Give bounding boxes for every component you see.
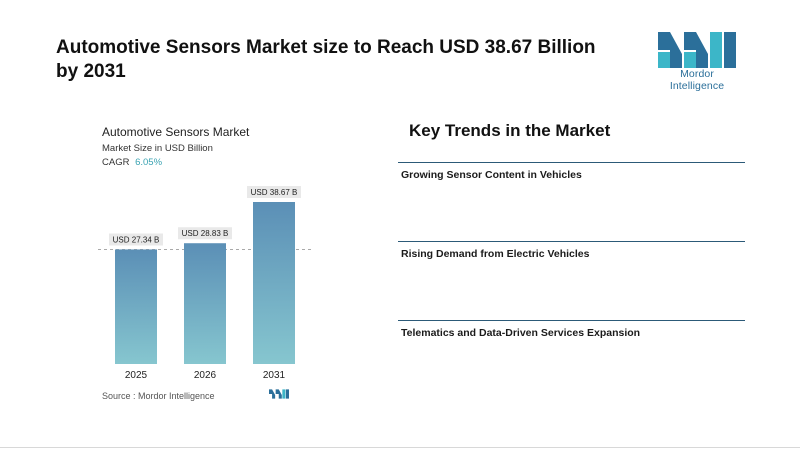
bar-chart: USD 27.34 B 2025 USD 28.83 B 2026 USD 38.67 …: [98, 186, 312, 381]
chart-source: Source : Mordor Intelligence: [102, 391, 215, 401]
data-label: USD 38.67 B: [251, 188, 298, 197]
trend-item-label: Telematics and Data-Driven Services Expa…: [401, 327, 641, 339]
trend-item: Growing Sensor Content in Vehicles: [398, 162, 745, 181]
trend-item-label: Growing Sensor Content in Vehicles: [401, 169, 582, 181]
data-label-bg: [109, 233, 163, 246]
brand-logo-text: Mordor Intelligence: [669, 68, 725, 92]
cagr-label: CAGR: [102, 157, 130, 168]
data-label: USD 27.34 B: [113, 235, 160, 244]
chart-cagr: CAGR 6.05%: [102, 157, 162, 168]
data-label-bg: [247, 186, 301, 198]
bar: [184, 243, 226, 364]
mordor-small-logo-icon: [269, 389, 289, 399]
bar: [115, 249, 157, 364]
trend-item: Telematics and Data-Driven Services Expa…: [398, 320, 745, 339]
trend-item: Rising Demand from Electric Vehicles: [398, 241, 745, 260]
bar: [253, 202, 295, 364]
bottom-divider: [0, 447, 800, 448]
trend-item-label: Rising Demand from Electric Vehicles: [401, 248, 590, 260]
data-label: USD 28.83 B: [182, 229, 229, 238]
cagr-value: 6.05%: [135, 157, 163, 168]
page-title: Automotive Sensors Market size to Reach …: [56, 37, 596, 82]
data-label-bg: [178, 227, 232, 240]
mordor-logo-icon: [658, 32, 736, 68]
chart-subtitle: Market Size in USD Billion: [102, 143, 213, 154]
x-tick-label: 2026: [194, 370, 217, 381]
key-trends-title: Key Trends in the Market: [409, 121, 611, 140]
brand-logo: Mordor Intelligence: [652, 28, 742, 92]
x-tick-label: 2031: [263, 370, 286, 381]
x-tick-label: 2025: [125, 370, 148, 381]
chart-title: Automotive Sensors Market: [102, 125, 250, 139]
